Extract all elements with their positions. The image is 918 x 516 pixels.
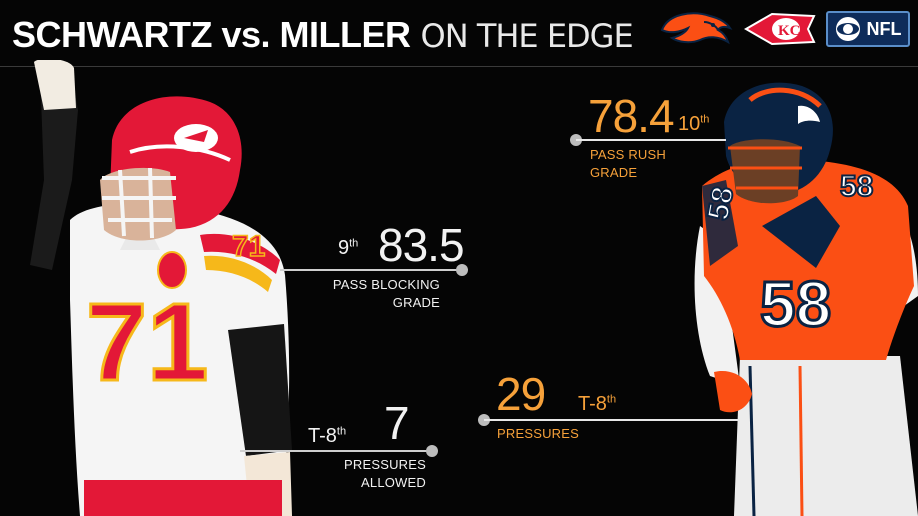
pass-blocking-rank-number: 9 — [338, 237, 350, 259]
svg-text:58: 58 — [702, 184, 740, 223]
logo-bar: KC NFL — [658, 8, 910, 50]
svg-text:KC: KC — [778, 23, 801, 39]
pass-blocking-dot — [456, 264, 468, 276]
pressures-rank: T-8th — [578, 394, 616, 414]
title-divider — [0, 66, 918, 67]
title-bold: SCHWARTZ vs. MILLER — [12, 14, 411, 55]
pass-rush-connector — [576, 139, 726, 141]
player-left-figure: 71 71 — [0, 60, 300, 516]
pressures-allowed-dot — [426, 445, 438, 457]
pressures-label: PRESSURES — [497, 425, 579, 443]
page-title: SCHWARTZ vs. MILLER ON THE EDGE — [12, 14, 634, 60]
pass-rush-rank-number: 10 — [678, 113, 701, 135]
pass-blocking-label-line1: PASS BLOCKING — [332, 277, 440, 292]
pressures-rank-suffix: th — [606, 393, 617, 406]
pressures-allowed-label: PRESSURES ALLOWED — [330, 456, 426, 492]
pass-blocking-grade-value: 83.5 — [378, 219, 465, 271]
pressures-allowed-label-line2: ALLOWED — [361, 475, 426, 490]
svg-text:58: 58 — [760, 268, 831, 340]
pass-rush-label-line1: PASS RUSH — [590, 147, 666, 162]
pass-blocking-label: PASS BLOCKING GRADE — [330, 276, 440, 312]
pressures-allowed-connector — [240, 450, 432, 452]
chiefs-logo-icon: KC — [742, 8, 818, 50]
pass-rush-label: PASS RUSH GRADE — [590, 146, 700, 182]
nfl-text: NFL — [866, 18, 902, 39]
pass-rush-rank-suffix: th — [700, 113, 710, 126]
pressures-allowed-label-line1: PRESSURES — [344, 457, 426, 472]
pass-rush-label-line2: GRADE — [590, 165, 638, 180]
pressures-rank-number: T-8 — [578, 393, 607, 415]
pass-rush-grade-value: 78.4 — [588, 90, 675, 142]
pass-blocking-connector — [280, 269, 462, 271]
pass-blocking-rank: 9th — [338, 238, 358, 258]
player-right-figure: 58 58 58 — [690, 76, 918, 516]
svg-text:58: 58 — [840, 170, 873, 203]
pressures-allowed-rank: T-8th — [308, 426, 346, 446]
pressures-allowed-rank-number: T-8 — [308, 425, 337, 447]
pass-blocking-rank-suffix: th — [349, 237, 359, 250]
svg-text:71: 71 — [86, 281, 208, 404]
pressures-label-line1: PRESSURES — [497, 426, 579, 441]
title-light: ON THE EDGE — [420, 17, 634, 55]
pressures-allowed-value: 7 — [384, 397, 410, 449]
pass-rush-rank: 10th — [678, 114, 709, 134]
pressures-value: 29 — [496, 368, 546, 420]
broncos-logo-icon — [658, 8, 734, 50]
pressures-allowed-rank-suffix: th — [336, 425, 347, 438]
cbs-nfl-logo-icon: NFL — [826, 11, 910, 47]
svg-text:71: 71 — [232, 230, 265, 263]
pressures-connector — [484, 419, 740, 421]
pass-blocking-label-line2: GRADE — [392, 295, 440, 310]
